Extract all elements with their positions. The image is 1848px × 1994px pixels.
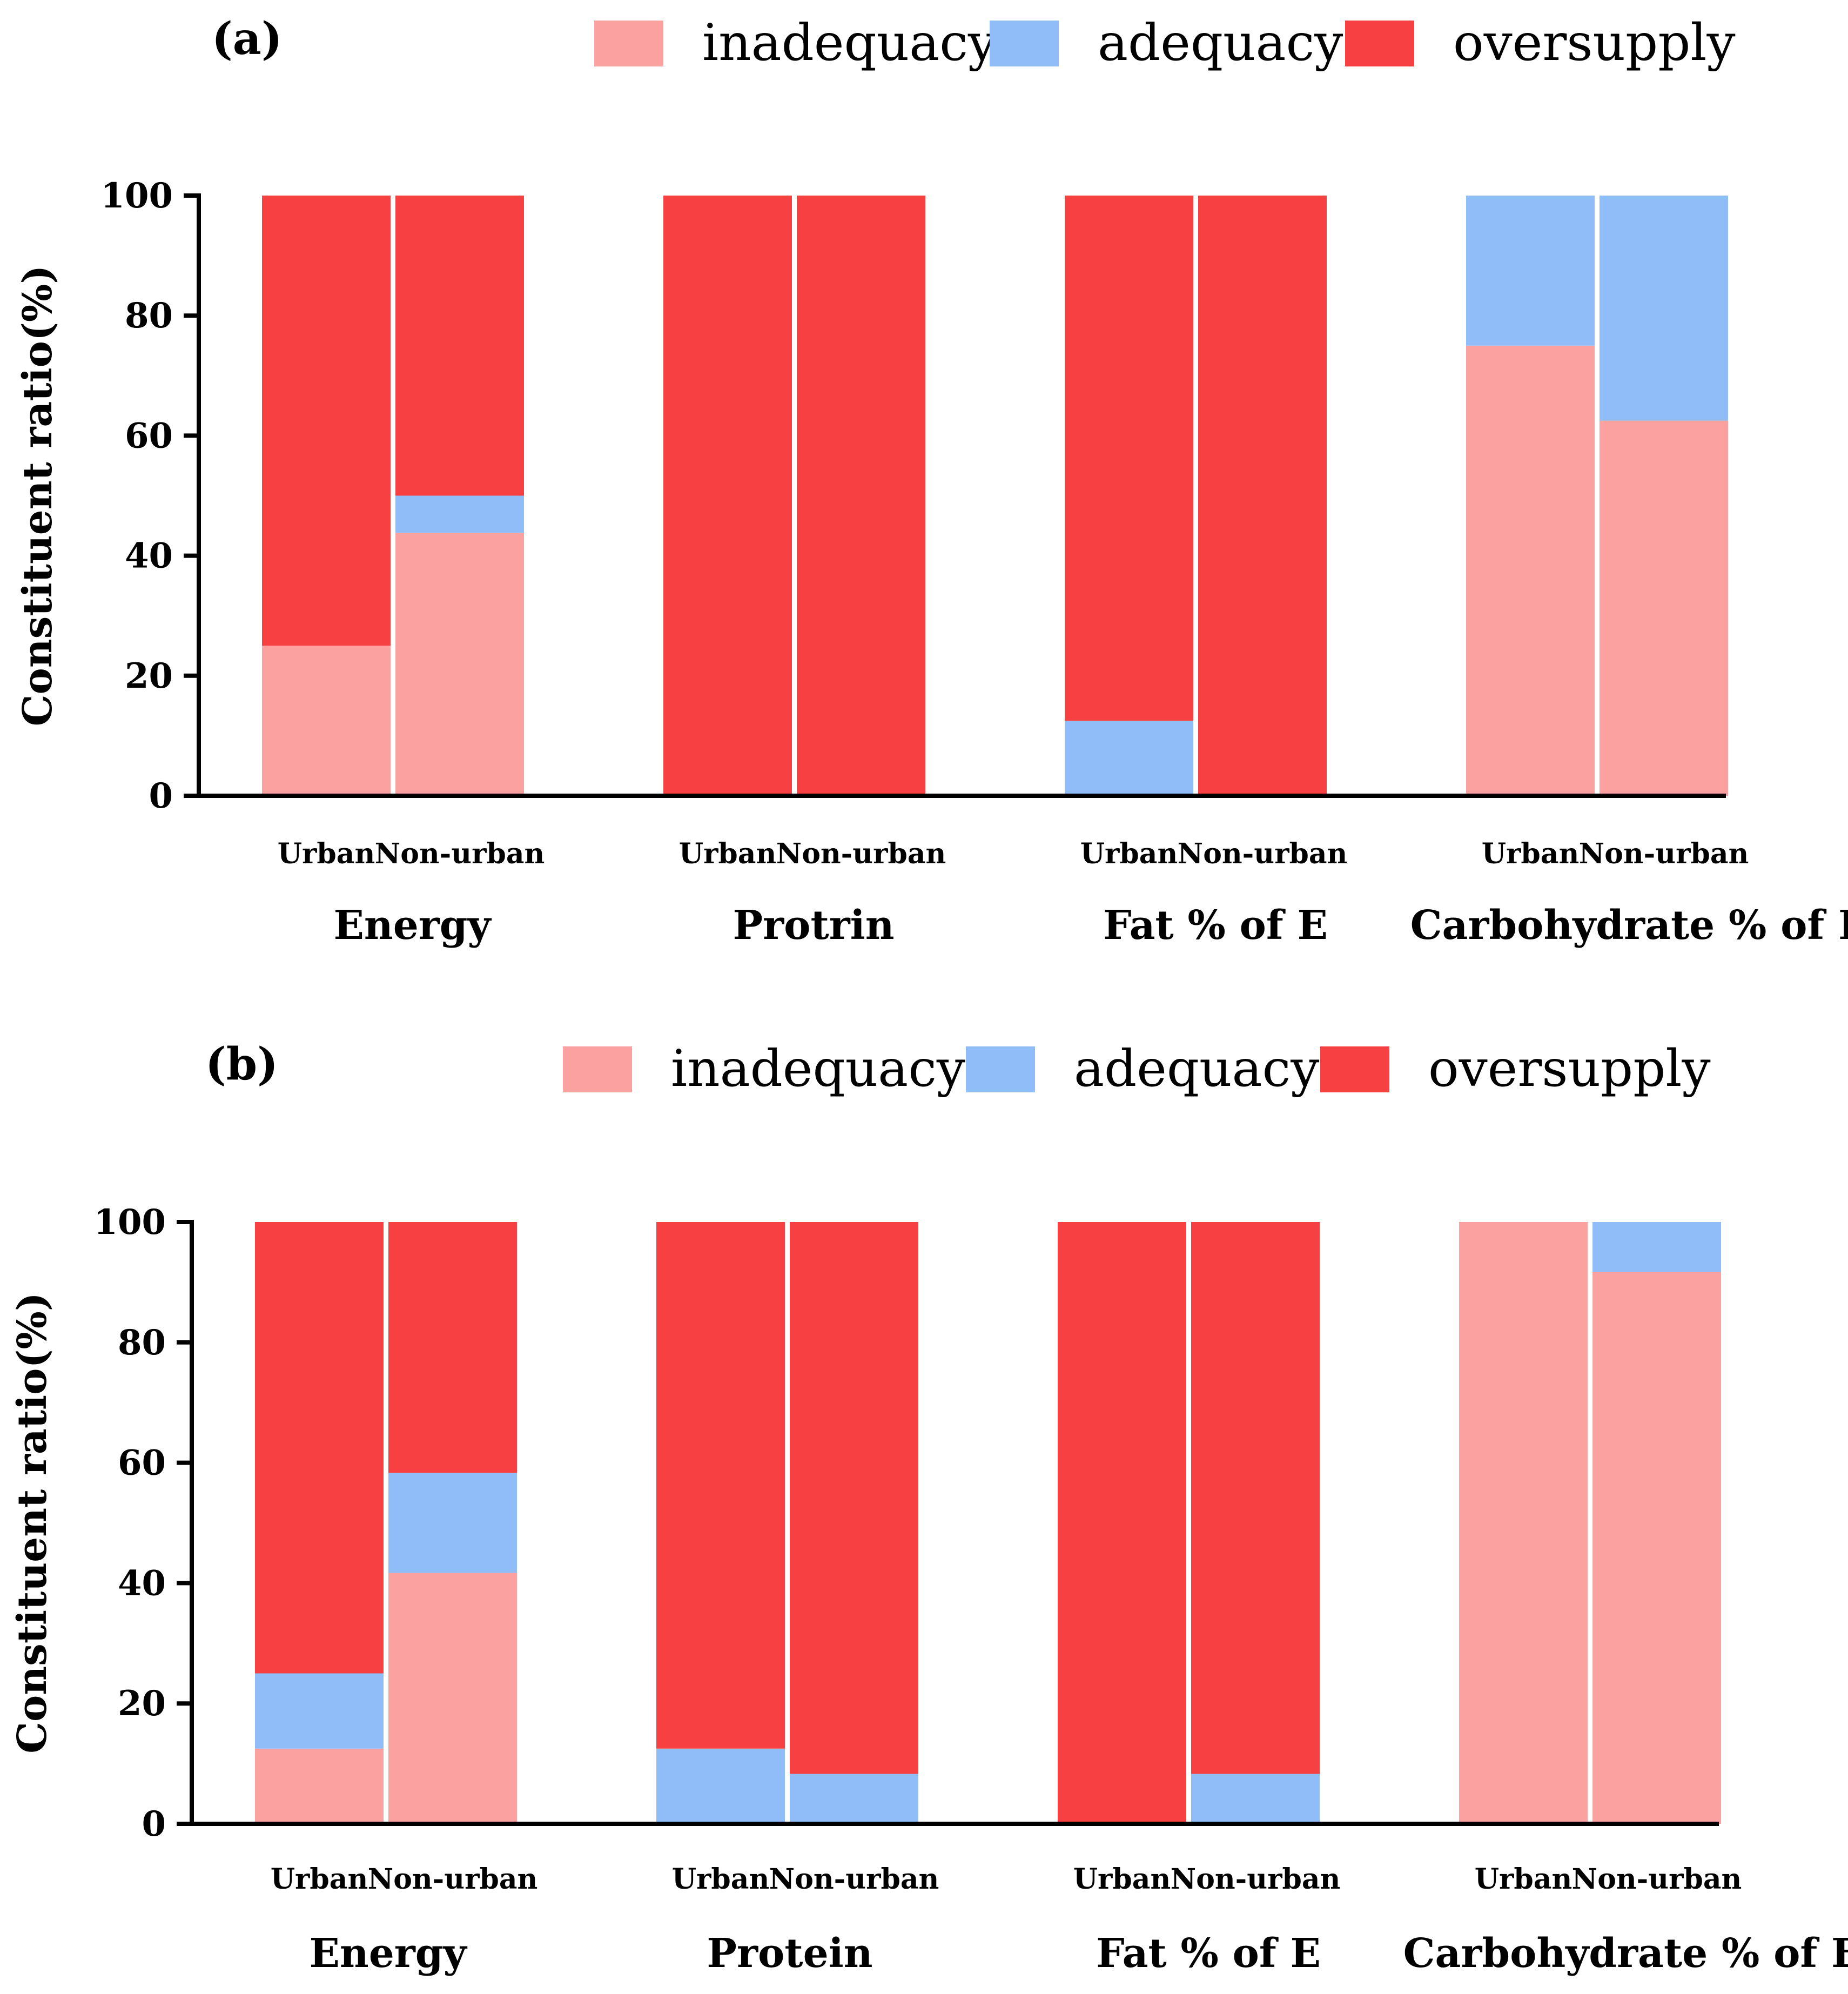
bar-segment-oversupply bbox=[797, 196, 925, 796]
bar-label-non-urban: Non-urban bbox=[1171, 1863, 1341, 1896]
bar-segment-oversupply bbox=[255, 1222, 384, 1674]
panel-label: (b) bbox=[205, 1038, 278, 1090]
bar-segment-inadequacy bbox=[1600, 420, 1728, 796]
bar-segment-oversupply bbox=[663, 196, 792, 796]
legend-swatch-inadequacy bbox=[563, 1046, 632, 1092]
y-tick-label: 40 bbox=[118, 1563, 166, 1603]
bar-segment-adequacy bbox=[395, 495, 524, 533]
group-label: Fat % of E bbox=[1103, 902, 1328, 949]
y-tick-label: 20 bbox=[118, 1683, 166, 1724]
y-tick-label: 0 bbox=[149, 776, 173, 816]
bar-segment-oversupply bbox=[656, 1222, 785, 1749]
bar-segment-adequacy bbox=[790, 1774, 918, 1824]
legend-swatch-adequacy bbox=[966, 1046, 1035, 1092]
bar-segment-adequacy bbox=[255, 1673, 384, 1749]
bar-label-urban: Urban bbox=[278, 837, 375, 870]
bar-label-urban: Urban bbox=[1475, 1863, 1573, 1896]
y-axis-label: Constituent ratio(%) bbox=[15, 265, 61, 727]
bar-segment-adequacy bbox=[1065, 721, 1193, 796]
bar-label-non-urban: Non-urban bbox=[769, 1863, 939, 1896]
bar-label-urban: Urban bbox=[271, 1863, 368, 1896]
bar-segment-inadequacy bbox=[1466, 345, 1595, 796]
bar-label-non-urban: Non-urban bbox=[1572, 1863, 1742, 1896]
bar-label-non-urban: Non-urban bbox=[368, 1863, 538, 1896]
legend-swatch-adequacy bbox=[990, 21, 1059, 66]
bar-segment-inadequacy bbox=[395, 533, 524, 796]
bar-segment-inadequacy bbox=[1459, 1222, 1588, 1824]
bar-label-urban: Urban bbox=[1482, 837, 1580, 870]
bar-label-non-urban: Non-urban bbox=[375, 837, 545, 870]
bar-segment-adequacy bbox=[656, 1748, 785, 1824]
group-label: Fat % of E bbox=[1096, 1930, 1321, 1977]
legend-swatch-inadequacy bbox=[594, 21, 663, 66]
bar-label-non-urban: Non-urban bbox=[1178, 837, 1348, 870]
group-label: Energy bbox=[309, 1930, 467, 1977]
bar-segment-inadequacy bbox=[388, 1573, 517, 1824]
bar-label-urban: Urban bbox=[1080, 837, 1178, 870]
bar-segment-oversupply bbox=[262, 196, 391, 646]
bar-segment-oversupply bbox=[395, 196, 524, 496]
y-tick-label: 0 bbox=[142, 1804, 166, 1844]
y-tick-label: 80 bbox=[125, 296, 173, 336]
bar-segment-oversupply bbox=[388, 1222, 517, 1473]
bar-segment-adequacy bbox=[388, 1473, 517, 1573]
bar-label-non-urban: Non-urban bbox=[776, 837, 946, 870]
bar-segment-oversupply bbox=[1191, 1222, 1320, 1774]
group-label: Energy bbox=[333, 902, 492, 949]
bar-label-urban: Urban bbox=[672, 1863, 770, 1896]
bar-segment-oversupply bbox=[1065, 196, 1193, 721]
y-tick-label: 60 bbox=[118, 1443, 166, 1483]
legend-label-oversupply: oversupply bbox=[1428, 1039, 1711, 1098]
bar-segment-adequacy bbox=[1600, 196, 1728, 421]
legend-label-oversupply: oversupply bbox=[1453, 14, 1736, 72]
bar-segment-inadequacy bbox=[262, 646, 391, 796]
legend-label-inadequacy: inadequacy bbox=[671, 1039, 965, 1098]
panel-label: (a) bbox=[212, 13, 283, 65]
bar-label-urban: Urban bbox=[1073, 1863, 1171, 1896]
legend-swatch-oversupply bbox=[1345, 21, 1414, 66]
y-tick-label: 80 bbox=[118, 1322, 166, 1363]
group-label: Carbohydrate % of E bbox=[1410, 902, 1848, 949]
legend-label-adequacy: adequacy bbox=[1098, 14, 1343, 72]
legend-swatch-oversupply bbox=[1320, 1046, 1389, 1092]
y-tick-label: 40 bbox=[125, 536, 173, 576]
y-axis-label: Constituent ratio(%) bbox=[9, 1292, 56, 1754]
bar-label-non-urban: Non-urban bbox=[1579, 837, 1749, 870]
bar-segment-inadequacy bbox=[255, 1748, 384, 1824]
group-label: Protein bbox=[707, 1930, 872, 1977]
bar-segment-inadequacy bbox=[1592, 1272, 1721, 1824]
y-tick-label: 100 bbox=[93, 1202, 166, 1243]
bar-segment-oversupply bbox=[1058, 1222, 1186, 1824]
legend-label-adequacy: adequacy bbox=[1074, 1039, 1319, 1098]
bar-segment-adequacy bbox=[1191, 1774, 1320, 1824]
y-tick-label: 20 bbox=[125, 656, 173, 696]
group-label: Protrin bbox=[733, 902, 894, 949]
bar-segment-adequacy bbox=[1466, 196, 1595, 346]
legend-label-inadequacy: inadequacy bbox=[702, 14, 997, 72]
bar-segment-adequacy bbox=[1592, 1222, 1721, 1272]
bar-label-urban: Urban bbox=[679, 837, 777, 870]
bar-segment-oversupply bbox=[790, 1222, 918, 1774]
bar-segment-oversupply bbox=[1198, 196, 1327, 796]
group-label: Carbohydrate % of E bbox=[1403, 1930, 1848, 1977]
y-tick-label: 60 bbox=[125, 415, 173, 456]
y-tick-label: 100 bbox=[100, 176, 173, 216]
